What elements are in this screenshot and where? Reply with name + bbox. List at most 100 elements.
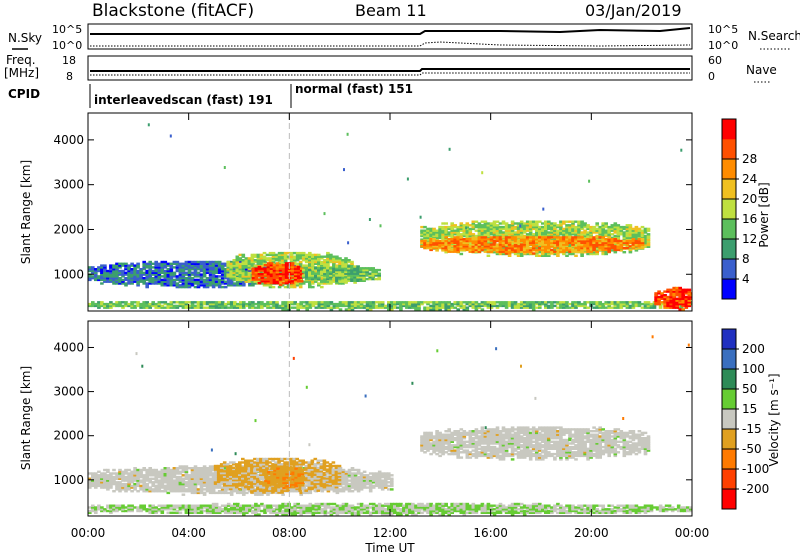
power-cell: [610, 245, 615, 248]
vel-cell: [169, 475, 174, 479]
power-cell: [601, 252, 605, 256]
power-cell: [471, 243, 476, 246]
power-heatmap: [88, 113, 692, 311]
vel-cell: [196, 490, 201, 493]
power-cell: [681, 290, 685, 293]
power-cell: [637, 304, 642, 308]
power-cell: [250, 259, 255, 262]
nsky-label: N.Sky: [8, 31, 42, 45]
power-cell: [109, 306, 113, 309]
power-cell: [184, 302, 189, 306]
vel-cell: [157, 488, 162, 491]
power-cell: [133, 304, 137, 308]
power-cell: [298, 264, 303, 267]
power-cell: [577, 229, 581, 232]
power-cell: [184, 260, 189, 264]
power-cell: [501, 248, 506, 252]
power-cell: [290, 269, 295, 272]
power-cell: [235, 277, 240, 280]
power-cell: [356, 304, 361, 308]
power-cell: [115, 269, 119, 273]
power-cell: [341, 262, 345, 265]
power-cell: [586, 306, 590, 309]
power-cell: [393, 302, 397, 306]
cpid-segment-1: interleavedscan (fast) 191: [94, 93, 273, 107]
power-cell: [519, 233, 524, 236]
power-cell: [148, 275, 152, 278]
power-cell: [112, 269, 116, 273]
power-cell: [109, 302, 113, 306]
vel-cell: [106, 486, 110, 489]
power-cell: [387, 306, 391, 309]
power-cell: [301, 276, 306, 279]
power-cell: [253, 280, 258, 283]
vel-cell: [254, 488, 258, 491]
power-cell: [453, 245, 457, 248]
power-cell: [640, 229, 645, 232]
power-cell: [513, 250, 518, 253]
power-cell: [589, 250, 593, 253]
power-cell: [453, 236, 457, 239]
power-cell: [507, 234, 512, 238]
power-cell: [583, 251, 587, 254]
power-cell: [541, 301, 545, 304]
power-cell: [541, 222, 545, 225]
power-cell: [513, 231, 518, 234]
power-cell: [672, 301, 676, 304]
power-cell: [438, 245, 442, 248]
power-cell: [498, 301, 503, 304]
power-cell: [595, 238, 599, 241]
power-cell: [196, 285, 201, 289]
power-cell: [304, 272, 309, 275]
power-cell: [577, 231, 581, 234]
vel-cell: [178, 488, 183, 491]
power-cell: [151, 262, 155, 265]
power-cell: [247, 264, 252, 267]
vel-cell: [124, 488, 128, 491]
power-cell: [535, 252, 539, 256]
power-cell: [308, 255, 312, 258]
power-scatter-point: [379, 224, 382, 228]
power-cell: [239, 260, 243, 264]
power-cell: [586, 224, 590, 227]
power-cell: [426, 236, 430, 239]
power-cell: [471, 246, 476, 250]
power-cell: [142, 277, 146, 280]
power-cell: [214, 268, 219, 271]
power-cell: [172, 306, 177, 309]
vel-cell: [214, 484, 219, 488]
vel-cell: [193, 467, 198, 470]
power-scatter-point: [343, 168, 345, 172]
power-cell: [541, 227, 545, 231]
power-cell: [501, 234, 506, 238]
power-cell: [507, 245, 512, 248]
power-cell: [486, 222, 491, 225]
power-cell: [501, 220, 506, 223]
power-cell: [341, 259, 345, 262]
vel-cell: [178, 465, 183, 468]
vel-cell: [118, 470, 122, 473]
power-cell: [289, 275, 294, 278]
vel-cell: [236, 491, 240, 495]
power-cell: [284, 278, 289, 281]
power-cell: [498, 227, 503, 231]
power-cell: [684, 306, 689, 309]
power-cell: [559, 302, 563, 306]
power-cell: [486, 254, 491, 257]
power-cell: [274, 255, 279, 258]
power-cell: [362, 272, 366, 275]
power-cell: [592, 239, 596, 243]
power-cell: [253, 253, 258, 257]
power-cell: [235, 257, 240, 260]
power-cell: [672, 286, 676, 290]
power-cell: [556, 301, 560, 304]
vel-cell: [88, 477, 92, 480]
power-cell: [634, 304, 639, 308]
power-cell: [151, 271, 155, 274]
vel-cell: [127, 481, 131, 484]
power-cell: [619, 301, 624, 304]
power-cell: [172, 280, 177, 283]
vel-cell: [106, 474, 110, 477]
power-cell: [669, 302, 673, 306]
power-cell: [268, 251, 273, 255]
